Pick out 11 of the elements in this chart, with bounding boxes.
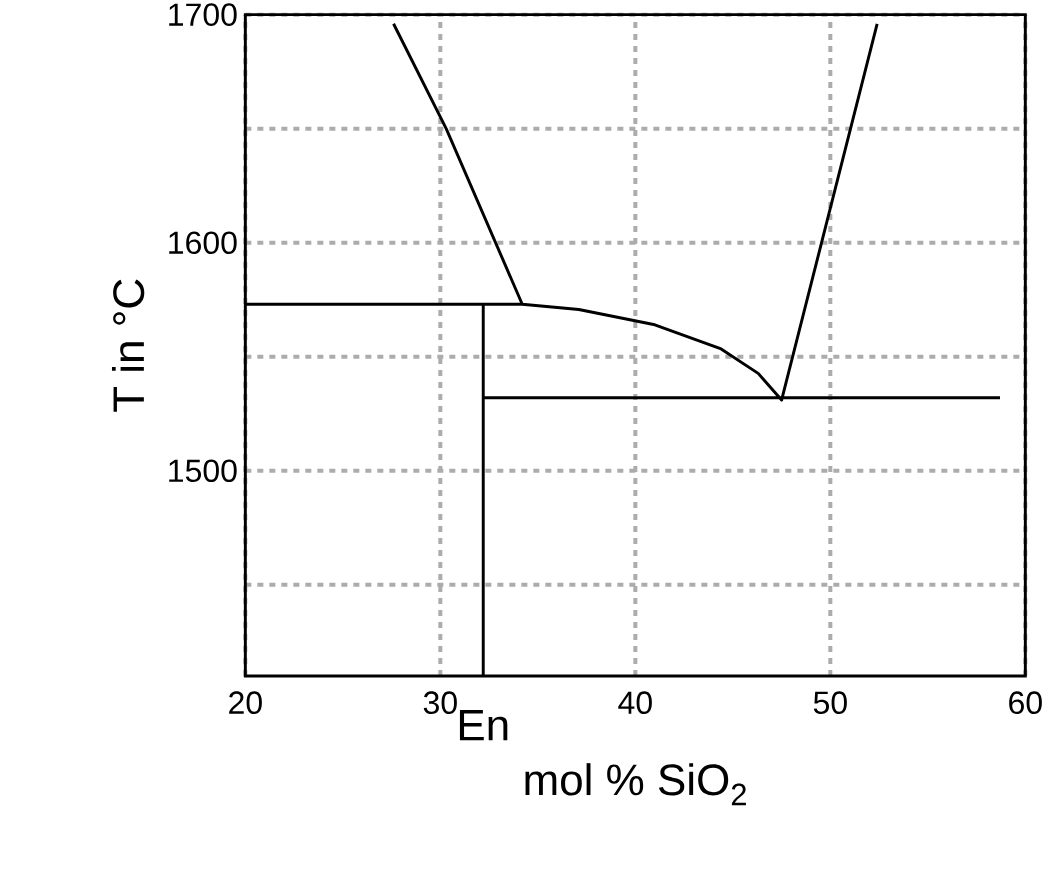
y-tick-label: 1500 <box>169 459 237 483</box>
x-tick-label: 40 <box>618 691 652 715</box>
x-axis-title: mol % SiO$_{2}$ <box>525 763 746 806</box>
x-tick-label: 60 <box>1009 691 1042 715</box>
x-tick-label: 30 <box>423 691 457 715</box>
annotation: En <box>459 710 508 741</box>
y-axis-title: T in °C <box>111 279 145 412</box>
y-tick-label: 1600 <box>169 231 237 255</box>
x-tick-label: 50 <box>813 691 847 715</box>
y-tick-label: 1700 <box>169 3 237 26</box>
x-tick-label: 20 <box>229 691 262 715</box>
